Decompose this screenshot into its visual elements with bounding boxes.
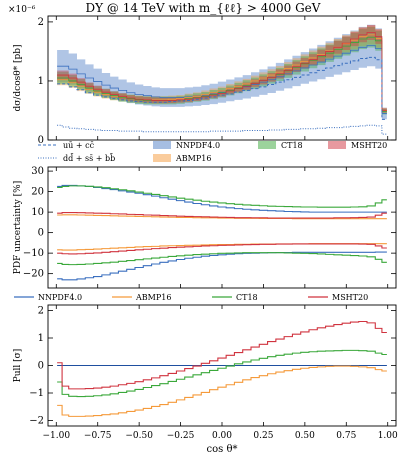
pull-ytick-label: −2 xyxy=(29,416,44,427)
cross-section-legend: uū + cc̄ dd̄ + ss̄ + bb̄ NNPDF4.0 ABMP16… xyxy=(38,141,387,163)
cross-section-panel: 0 1 2 dσ/dcosθ* [pb] ×10⁻⁶ xyxy=(8,5,397,146)
central-msht20 xyxy=(57,32,387,111)
xsec-ytick-label: 1 xyxy=(38,76,44,87)
unc-lower-ct18 xyxy=(57,252,387,266)
unc-ytick-label: −10 xyxy=(23,248,44,259)
legend-ct18-swatch xyxy=(258,141,276,149)
legend-msht-swatch xyxy=(328,141,346,149)
figure-title: DY @ 14 TeV with m_{ℓℓ} > 4000 GeV xyxy=(86,1,321,15)
pull-xtick-label: 0.00 xyxy=(212,431,232,441)
unc-lower-nnpdf4-0 xyxy=(57,251,387,281)
pull-msht20 xyxy=(57,320,387,390)
pdf-uncertainty-legend: NNPDF4.0 ABMP16 CT18 MSHT20 xyxy=(14,293,368,302)
pull-ytick-label: 0 xyxy=(38,361,44,372)
pull-ytick-label: −1 xyxy=(29,388,44,399)
legend-mid-msht-label: MSHT20 xyxy=(332,293,368,302)
xsec-ytick-label: 2 xyxy=(38,17,44,28)
unc-upper-msht20 xyxy=(57,211,387,219)
xsec-scale-label: ×10⁻⁶ xyxy=(8,5,36,15)
xsec-ylabel: dσ/dcosθ* [pb] xyxy=(13,44,23,111)
unc-ytick-label: −20 xyxy=(23,269,44,280)
unc-upper-ct18 xyxy=(57,185,387,208)
legend-mid-nnpdf-label: NNPDF4.0 xyxy=(38,293,82,302)
pull-xtick-label: 0.75 xyxy=(336,431,356,441)
unc-ytick-label: 30 xyxy=(31,166,44,177)
legend-sea-label: dd̄ + ss̄ + bb̄ xyxy=(63,153,115,163)
pull-ytick-label: 1 xyxy=(38,333,44,344)
unc-ylabel: PDF uncertainty [%] xyxy=(13,181,23,274)
unc-upper-nnpdf4-0 xyxy=(57,184,387,213)
legend-qq-label: uū + cc̄ xyxy=(63,141,95,150)
pull-xtick-label: −0.50 xyxy=(125,431,153,441)
unc-ytick-label: 0 xyxy=(38,228,44,239)
xsec-ytick-label: 0 xyxy=(38,135,44,146)
unc-lower-msht20 xyxy=(57,243,387,255)
pull-xtick-label: 0.50 xyxy=(295,431,315,441)
pull-panel: −2 −1 0 1 2 −1.00 −0.75 −0.50 −0.25 0.00 0.25 0.50 0… xyxy=(13,304,398,455)
unc-lower-abmp16 xyxy=(57,243,387,251)
pull-xtick-label: −0.75 xyxy=(84,431,112,441)
unc-ytick-label: 20 xyxy=(31,187,44,198)
pull-xtick-label: 0.25 xyxy=(253,431,273,441)
legend-abmp-label: ABMP16 xyxy=(175,154,211,163)
pull-ct18 xyxy=(57,349,387,398)
legend-msht-label: MSHT20 xyxy=(351,141,387,150)
pull-xtick-label: −0.25 xyxy=(167,431,195,441)
pull-abmp16 xyxy=(57,365,387,417)
unc-upper-abmp16 xyxy=(57,214,387,220)
pull-ytick-label: 2 xyxy=(38,306,44,317)
legend-nnpdf-label: NNPDF4.0 xyxy=(176,141,220,150)
central-ct18 xyxy=(57,36,387,113)
line-dd-ss-bb xyxy=(57,124,387,135)
legend-mid-ct18-label: CT18 xyxy=(236,293,258,302)
band-ct18 xyxy=(57,26,387,115)
legend-nnpdf-swatch xyxy=(153,141,171,149)
band-abmp16 xyxy=(57,25,387,114)
legend-mid-abmp-label: ABMP16 xyxy=(135,293,171,302)
unc-frame xyxy=(47,166,397,289)
pull-ylabel: Pull [σ] xyxy=(13,349,23,383)
legend-ct18-label: CT18 xyxy=(281,141,303,150)
pull-xtick-label: 1.00 xyxy=(378,431,398,441)
band-nnpdf4-0 xyxy=(57,24,387,120)
unc-ytick-label: 10 xyxy=(31,207,44,218)
pull-xlabel: cos θ* xyxy=(207,444,238,455)
line-u-cc xyxy=(57,56,387,120)
legend-abmp-swatch xyxy=(153,154,171,162)
pull-xtick-label: −1.00 xyxy=(42,431,70,441)
pdf-uncertainty-panel: −20 −10 0 10 20 30 PDF uncertainty [%] xyxy=(13,166,397,289)
